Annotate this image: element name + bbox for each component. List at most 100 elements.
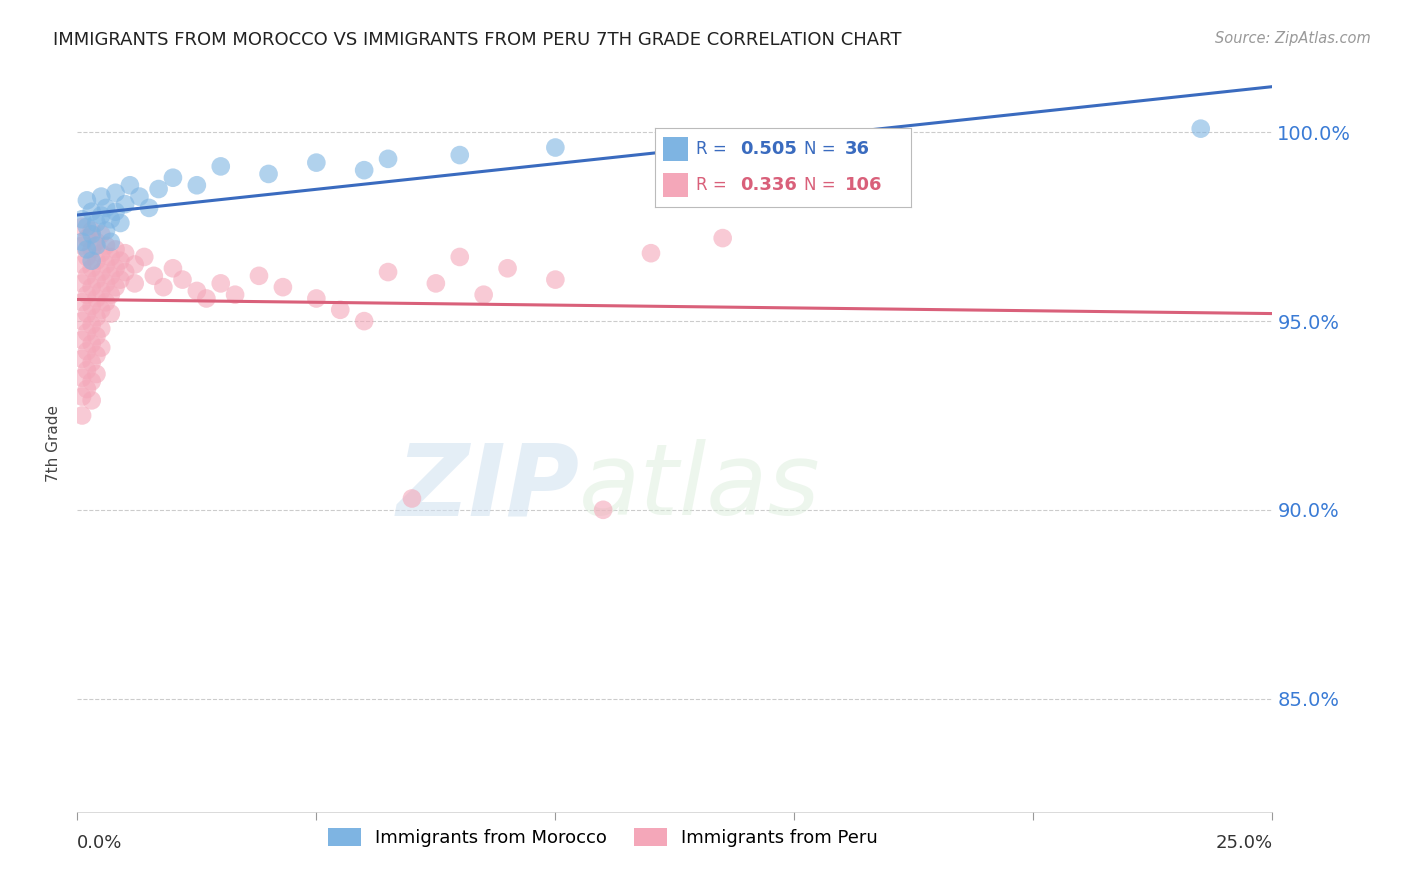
Point (195, 292, 218, 306)
Point (70, 351, 93, 366)
Point (100, 235, 122, 249)
Point (86, 310, 108, 325)
Text: IMMIGRANTS FROM MOROCCO VS IMMIGRANTS FROM PERU 7TH GRADE CORRELATION CHART: IMMIGRANTS FROM MOROCCO VS IMMIGRANTS FR… (53, 31, 901, 49)
Point (90, 302, 112, 317)
Point (592, 503, 614, 517)
Point (138, 201, 160, 215)
Point (70, 219, 93, 234)
Text: N =: N = (804, 177, 841, 194)
Point (100, 287, 122, 301)
Point (70, 235, 93, 249)
Point (162, 170, 184, 185)
Point (80, 204, 103, 219)
Point (90, 227, 112, 242)
Point (124, 258, 146, 272)
Point (224, 287, 246, 301)
Point (76, 363, 98, 377)
Point (70, 409, 93, 423)
Point (86, 329, 108, 343)
Point (80, 223, 103, 237)
Point (271, 280, 294, 294)
Point (80, 243, 103, 257)
Point (86, 216, 108, 230)
Point (94, 258, 117, 272)
Point (162, 261, 184, 276)
Point (104, 280, 127, 294)
Point (86, 292, 108, 306)
Point (94, 277, 117, 291)
Point (209, 277, 232, 291)
Point (86, 348, 108, 362)
Point (114, 246, 136, 260)
Point (377, 265, 399, 279)
Point (90, 284, 112, 298)
Point (76, 250, 98, 264)
Point (86, 367, 108, 381)
Point (76, 287, 98, 301)
Point (640, 246, 662, 260)
Text: 0.0%: 0.0% (77, 834, 122, 853)
Point (70, 390, 93, 404)
Point (100, 307, 122, 321)
Point (1189, 121, 1212, 136)
Text: 0.505: 0.505 (740, 140, 797, 158)
Point (70, 314, 93, 328)
Point (305, 155, 328, 169)
Point (100, 212, 122, 227)
Bar (662, 173, 689, 197)
Point (94, 201, 117, 215)
Point (124, 277, 146, 291)
Text: R =: R = (696, 177, 733, 194)
Point (100, 268, 122, 283)
Point (544, 272, 567, 286)
Point (90, 209, 112, 223)
Point (104, 243, 127, 257)
Point (209, 160, 232, 174)
Text: N =: N = (804, 140, 841, 158)
Point (128, 189, 150, 203)
Point (134, 250, 156, 264)
Point (118, 178, 141, 193)
Point (688, 136, 710, 151)
Point (80, 227, 103, 242)
Point (80, 280, 103, 294)
Bar (662, 137, 689, 161)
Point (172, 272, 194, 286)
Point (879, 133, 901, 147)
Point (80, 393, 103, 408)
Point (70, 238, 93, 252)
Point (86, 238, 108, 252)
Text: 36: 36 (845, 140, 870, 158)
Point (152, 280, 174, 294)
Point (104, 261, 127, 276)
Point (80, 356, 103, 370)
Point (80, 261, 103, 276)
Point (186, 178, 208, 193)
Point (257, 167, 280, 181)
Point (80, 299, 103, 313)
Point (94, 295, 117, 310)
Point (110, 216, 132, 230)
Point (76, 231, 98, 245)
Point (353, 314, 375, 328)
Point (401, 491, 423, 506)
Point (76, 268, 98, 283)
Point (76, 307, 98, 321)
Point (100, 250, 122, 264)
Point (94, 223, 117, 237)
Point (90, 265, 112, 279)
Point (114, 265, 136, 279)
Point (70, 277, 93, 291)
Point (353, 163, 375, 178)
Point (80, 375, 103, 389)
Point (110, 253, 132, 268)
Point (80, 318, 103, 332)
Legend: Immigrants from Morocco, Immigrants from Peru: Immigrants from Morocco, Immigrants from… (321, 821, 886, 855)
Point (76, 219, 98, 234)
Point (70, 258, 93, 272)
Point (94, 238, 117, 252)
Point (76, 243, 98, 257)
Point (425, 277, 447, 291)
Text: atlas: atlas (579, 440, 821, 536)
Text: ZIP: ZIP (396, 440, 579, 536)
